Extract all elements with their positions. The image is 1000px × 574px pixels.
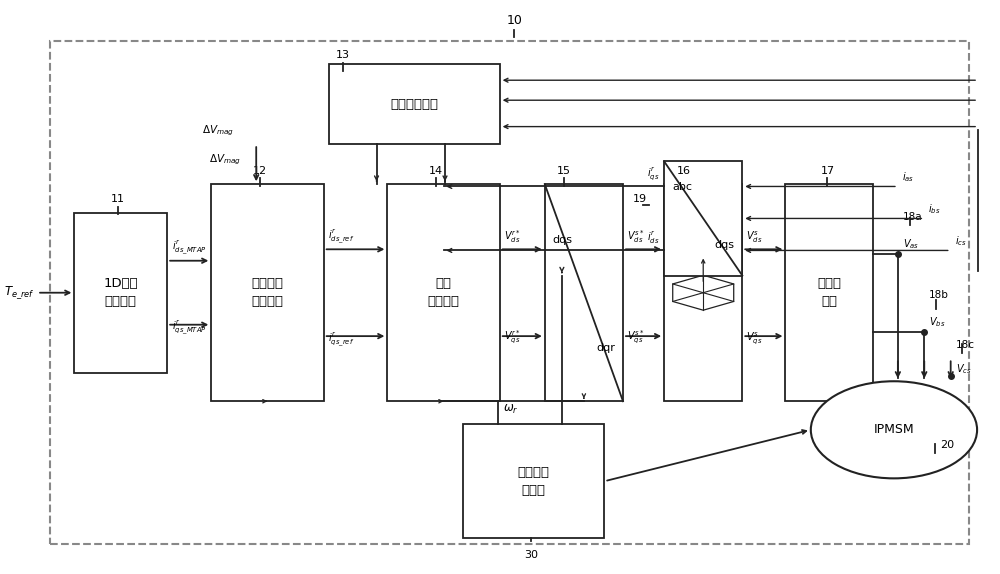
Text: 电流反馈单元: 电流反馈单元 [390,98,438,111]
Text: 19: 19 [633,194,647,204]
FancyBboxPatch shape [545,184,623,401]
Text: $V^s_{ds}$: $V^s_{ds}$ [746,230,763,245]
FancyBboxPatch shape [74,213,167,373]
Text: 17: 17 [820,166,835,176]
Text: 18c: 18c [956,340,975,350]
Text: $V_{cs}$: $V_{cs}$ [956,362,971,375]
FancyBboxPatch shape [387,184,500,401]
Text: $i_{cs}$: $i_{cs}$ [955,234,966,247]
FancyBboxPatch shape [463,424,604,538]
Text: $\Delta V_{mag}$: $\Delta V_{mag}$ [209,153,241,167]
Text: $V^{s*}_{qs}$: $V^{s*}_{qs}$ [627,329,644,346]
Text: $i^r_{ds\_MTAP}$: $i^r_{ds\_MTAP}$ [172,239,207,256]
Text: 18a: 18a [903,212,922,222]
Text: 转子位置
检测器: 转子位置 检测器 [518,466,550,497]
Text: $\Delta V_{mag}$: $\Delta V_{mag}$ [202,124,234,138]
Text: $V^{s*}_{ds}$: $V^{s*}_{ds}$ [627,228,644,245]
Text: $V_{bs}$: $V_{bs}$ [929,315,946,329]
Text: 15: 15 [557,166,571,176]
FancyBboxPatch shape [785,184,873,401]
Text: 逆变器
单元: 逆变器 单元 [817,277,841,308]
Text: 电流指令
校正单元: 电流指令 校正单元 [251,277,283,308]
Text: $V^s_{qs}$: $V^s_{qs}$ [746,331,763,346]
Text: dqr: dqr [596,343,615,354]
Text: $i^r_{qs}$: $i^r_{qs}$ [647,165,659,182]
Text: 10: 10 [507,14,522,27]
Text: 30: 30 [524,550,538,560]
Text: 20: 20 [940,440,954,450]
Text: 16: 16 [677,166,691,176]
Circle shape [811,381,977,478]
Text: $V_{as}$: $V_{as}$ [903,237,919,251]
FancyBboxPatch shape [664,161,742,276]
Text: dqs: dqs [553,235,573,245]
Text: $i^r_{ds\_ref}$: $i^r_{ds\_ref}$ [328,227,354,245]
Text: $V^{r*}_{qs}$: $V^{r*}_{qs}$ [504,329,520,346]
Text: 13: 13 [336,50,350,60]
Text: dqs: dqs [715,241,735,250]
Text: $V^{r*}_{ds}$: $V^{r*}_{ds}$ [504,228,520,245]
Text: $i^r_{qs\_ref}$: $i^r_{qs\_ref}$ [328,330,354,347]
Text: 1D查表
输出单元: 1D查表 输出单元 [103,277,138,308]
Text: 14: 14 [429,166,443,176]
Text: $T_{e\_ref}$: $T_{e\_ref}$ [4,284,35,301]
Text: 电流
控制单元: 电流 控制单元 [428,277,460,308]
FancyBboxPatch shape [664,184,742,401]
Text: IPMSM: IPMSM [874,423,914,436]
FancyBboxPatch shape [329,64,500,144]
Text: $i^r_{qs\_MTAP}$: $i^r_{qs\_MTAP}$ [172,319,207,336]
FancyBboxPatch shape [211,184,324,401]
Text: $i^r_{ds}$: $i^r_{ds}$ [647,230,659,246]
Text: $i_{bs}$: $i_{bs}$ [928,202,941,216]
Text: 12: 12 [253,166,267,176]
Text: $i_{as}$: $i_{as}$ [902,170,914,184]
Text: 11: 11 [111,194,125,204]
Text: 18b: 18b [929,290,949,300]
Text: abc: abc [672,182,692,192]
Text: $\omega_r$: $\omega_r$ [503,402,519,416]
